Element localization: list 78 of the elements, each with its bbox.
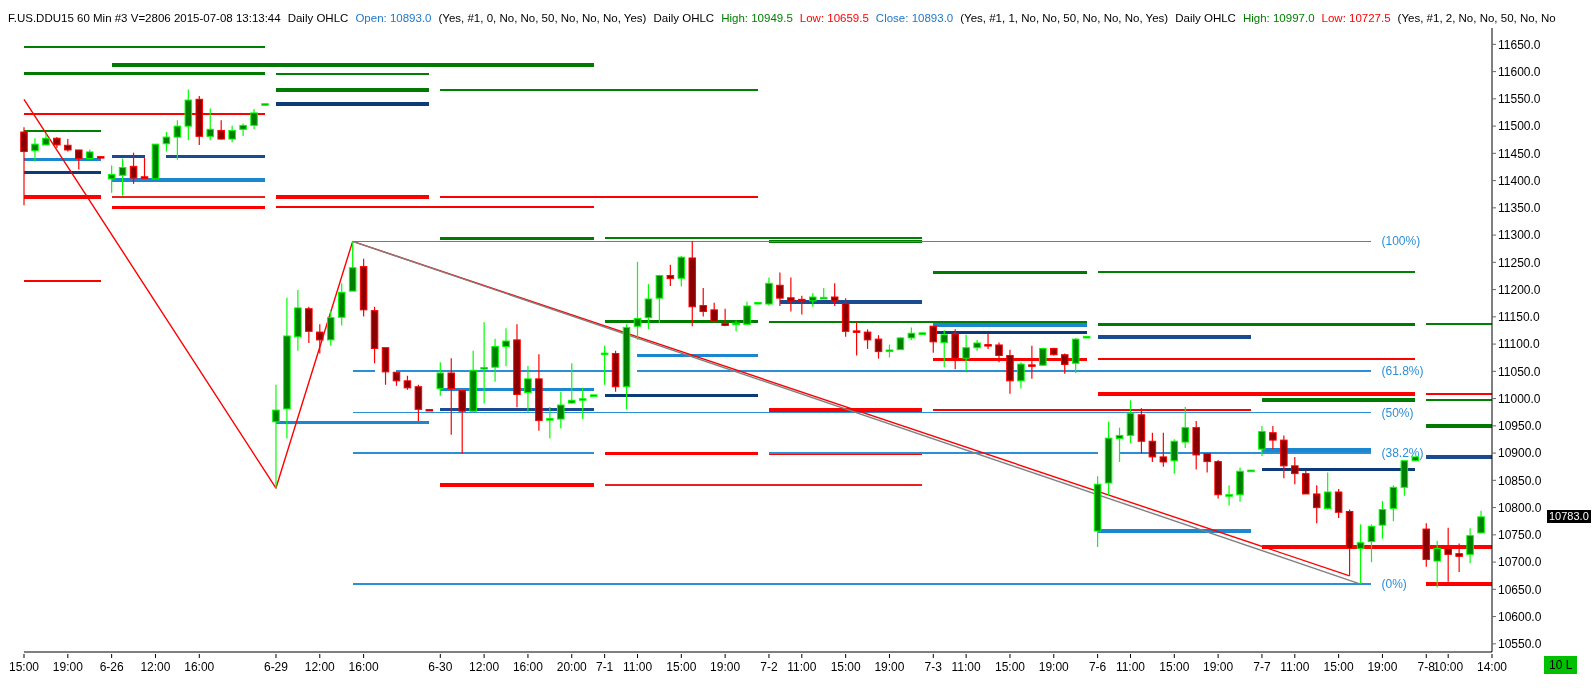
x-tick-label: 7-7 bbox=[1253, 660, 1271, 674]
x-tick-label: 19:00 bbox=[52, 660, 84, 674]
x-tick-label: 7-6 bbox=[1088, 660, 1107, 674]
y-tick-label: 11200.0 bbox=[1498, 282, 1541, 297]
y-tick-label: 10750.0 bbox=[1498, 528, 1542, 543]
x-tick-label: 7-1 bbox=[595, 660, 614, 674]
y-tick-label: 11500.0 bbox=[1498, 119, 1541, 134]
x-tick-label: 7-2 bbox=[760, 660, 778, 674]
x-tick-label: 19:00 bbox=[1038, 660, 1070, 674]
y-tick-label: 11100.0 bbox=[1498, 337, 1540, 352]
y-tick-label: 11150.0 bbox=[1498, 310, 1540, 325]
x-tick-label: 15:00 bbox=[1159, 660, 1190, 674]
y-tick-label: 11400.0 bbox=[1498, 173, 1541, 188]
text: 10783.0 bbox=[1547, 510, 1591, 524]
x-tick-label: 11:00 bbox=[951, 660, 982, 674]
text: Open: 10893.0 bbox=[355, 12, 432, 24]
x-tick-label: 15:00 bbox=[666, 660, 697, 674]
x-tick-label: 6-26 bbox=[99, 660, 124, 674]
y-tick-label: 11600.0 bbox=[1498, 64, 1541, 79]
x-tick-label: 15:00 bbox=[8, 660, 40, 674]
y-tick-label: 11000.0 bbox=[1498, 391, 1541, 406]
text: Low: 10727.5 bbox=[1321, 12, 1391, 24]
y-tick-label: 10950.0 bbox=[1498, 419, 1542, 434]
text: Daily OHLC bbox=[653, 12, 715, 24]
text: Close: 10893.0 bbox=[875, 12, 954, 24]
x-tick-label: 12:00 bbox=[469, 660, 500, 674]
y-tick-label: 10600.0 bbox=[1498, 609, 1542, 624]
x-tick-label: 11:00 bbox=[622, 660, 653, 674]
x-tick-label: 16:00 bbox=[348, 660, 379, 674]
x-tick-label: 6-29 bbox=[263, 660, 289, 674]
y-tick-label: 11050.0 bbox=[1498, 364, 1541, 379]
x-tick-label: 20:00 bbox=[556, 660, 588, 674]
text: (Yes, #1, 2, No, No, 50, No, No bbox=[1397, 12, 1556, 24]
text: Low: 10659.5 bbox=[799, 12, 869, 24]
chart-title: F.US.DDU15 60 Min #3 V=2806 2015-07-08 13:13:44 bbox=[8, 12, 281, 24]
y-tick-label: 11450.0 bbox=[1498, 146, 1541, 161]
text: High: 10949.5 bbox=[721, 12, 793, 24]
series-label: (100%) bbox=[1381, 234, 1421, 249]
series-label: (0%) bbox=[1381, 577, 1407, 592]
x-tick-label: 19:00 bbox=[1203, 660, 1234, 674]
y-tick-label: 11650.0 bbox=[1498, 37, 1541, 52]
text: 10 L bbox=[1544, 656, 1578, 674]
y-tick-label: 11350.0 bbox=[1498, 201, 1541, 216]
text: (Yes, #1, 1, No, No, 50, No, No, No, Yes) bbox=[960, 12, 1169, 24]
x-tick-label: 7-3 bbox=[924, 660, 943, 674]
y-tick-label: 10700.0 bbox=[1498, 555, 1542, 570]
x-tick-label: 16:00 bbox=[512, 660, 544, 674]
x-tick-label: 15:00 bbox=[994, 660, 1026, 674]
x-tick-label: 11:00 bbox=[1280, 660, 1310, 674]
series-label: (38.2%) bbox=[1381, 446, 1424, 461]
x-tick-label: 19:00 bbox=[710, 660, 741, 674]
y-tick-label: 11550.0 bbox=[1498, 92, 1541, 107]
x-tick-label: 15:00 bbox=[830, 660, 861, 674]
x-tick-label: 6-30 bbox=[428, 660, 453, 674]
x-tick-label: 7-8 bbox=[1417, 660, 1436, 674]
text: Daily OHLC bbox=[1175, 12, 1236, 24]
series-label: (50%) bbox=[1381, 405, 1414, 420]
text: (Yes, #1, 0, No, No, 50, No, No, No, Yes) bbox=[438, 12, 647, 24]
x-tick-label: 16:00 bbox=[184, 660, 215, 674]
y-tick-label: 10650.0 bbox=[1498, 582, 1542, 597]
x-tick-label: 15:00 bbox=[1323, 660, 1354, 674]
text: High: 10997.0 bbox=[1242, 12, 1315, 24]
x-tick-label: 11:00 bbox=[1115, 660, 1146, 674]
text: Daily OHLC bbox=[287, 12, 349, 24]
x-tick-label: 11:00 bbox=[787, 660, 817, 674]
series-label: (61.8%) bbox=[1381, 363, 1424, 378]
y-tick-label: 11250.0 bbox=[1498, 255, 1541, 270]
y-tick-label: 10550.0 bbox=[1498, 637, 1542, 652]
x-tick-label: 12:00 bbox=[304, 660, 336, 674]
x-tick-label: 19:00 bbox=[874, 660, 905, 674]
x-tick-label: 10:00 bbox=[1433, 660, 1464, 674]
x-tick-label: 12:00 bbox=[140, 660, 171, 674]
y-tick-label: 10800.0 bbox=[1498, 500, 1542, 515]
y-tick-label: 11300.0 bbox=[1498, 228, 1541, 243]
y-tick-label: 10900.0 bbox=[1498, 446, 1542, 461]
x-tick-label: 14:00 bbox=[1476, 660, 1508, 674]
y-tick-label: 10850.0 bbox=[1498, 473, 1542, 488]
x-tick-label: 19:00 bbox=[1367, 660, 1398, 674]
